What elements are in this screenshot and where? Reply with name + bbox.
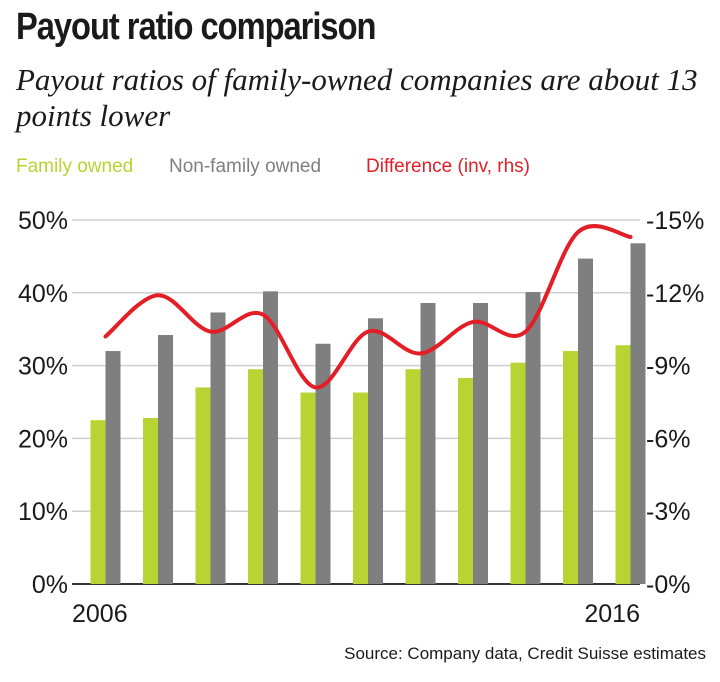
bar-family-owned: [300, 392, 316, 584]
bar-family-owned: [458, 377, 473, 584]
bar-non-family-owned: [473, 302, 488, 584]
x-tick-label-first: 2006: [72, 600, 128, 628]
legend-item-non-family-owned: Non-family owned: [169, 156, 322, 177]
bar-non-family-owned: [525, 292, 541, 584]
x-tick-label-last: 2016: [584, 600, 640, 628]
right-tick-label: -15%: [646, 207, 704, 235]
chart-title: Payout ratio comparison: [16, 6, 376, 48]
bar-non-family-owned: [420, 302, 436, 584]
source-note: Source: Company data, Credit Suisse esti…: [344, 644, 706, 663]
bar-family-owned: [563, 351, 578, 584]
bar-non-family-owned: [630, 243, 646, 584]
bar-family-owned: [405, 369, 421, 584]
right-tick-label: -3%: [646, 498, 690, 526]
legend-item-family-owned: Family owned: [16, 156, 134, 177]
bar-family-owned: [248, 369, 263, 584]
bar-non-family-owned: [105, 351, 121, 584]
right-tick-label: -9%: [646, 353, 690, 381]
bar-family-owned: [143, 418, 158, 584]
bar-non-family-owned: [158, 335, 173, 584]
bar-non-family-owned: [210, 312, 226, 584]
left-tick-label: 10%: [18, 498, 68, 526]
left-tick-label: 40%: [18, 280, 68, 308]
bar-family-owned: [353, 392, 368, 584]
left-tick-label: 30%: [18, 353, 68, 381]
bar-family-owned: [615, 345, 631, 584]
bar-non-family-owned: [263, 291, 278, 584]
bar-non-family-owned: [315, 343, 331, 584]
bar-family-owned: [90, 420, 106, 584]
legend-item-difference: Difference (inv, rhs): [366, 156, 531, 177]
right-tick-label: -0%: [646, 571, 690, 599]
bar-family-owned: [195, 387, 211, 584]
bar-non-family-owned: [368, 318, 383, 584]
right-tick-label: -12%: [646, 280, 704, 308]
bar-non-family-owned: [578, 258, 593, 584]
left-tick-label: 0%: [32, 571, 68, 599]
left-tick-label: 50%: [18, 207, 68, 235]
chart-subtitle: Payout ratios of family-owned companies …: [16, 62, 698, 133]
line-difference: [103, 224, 633, 390]
left-tick-label: 20%: [18, 425, 68, 453]
bar-family-owned: [510, 362, 526, 584]
right-tick-label: -6%: [646, 425, 690, 453]
